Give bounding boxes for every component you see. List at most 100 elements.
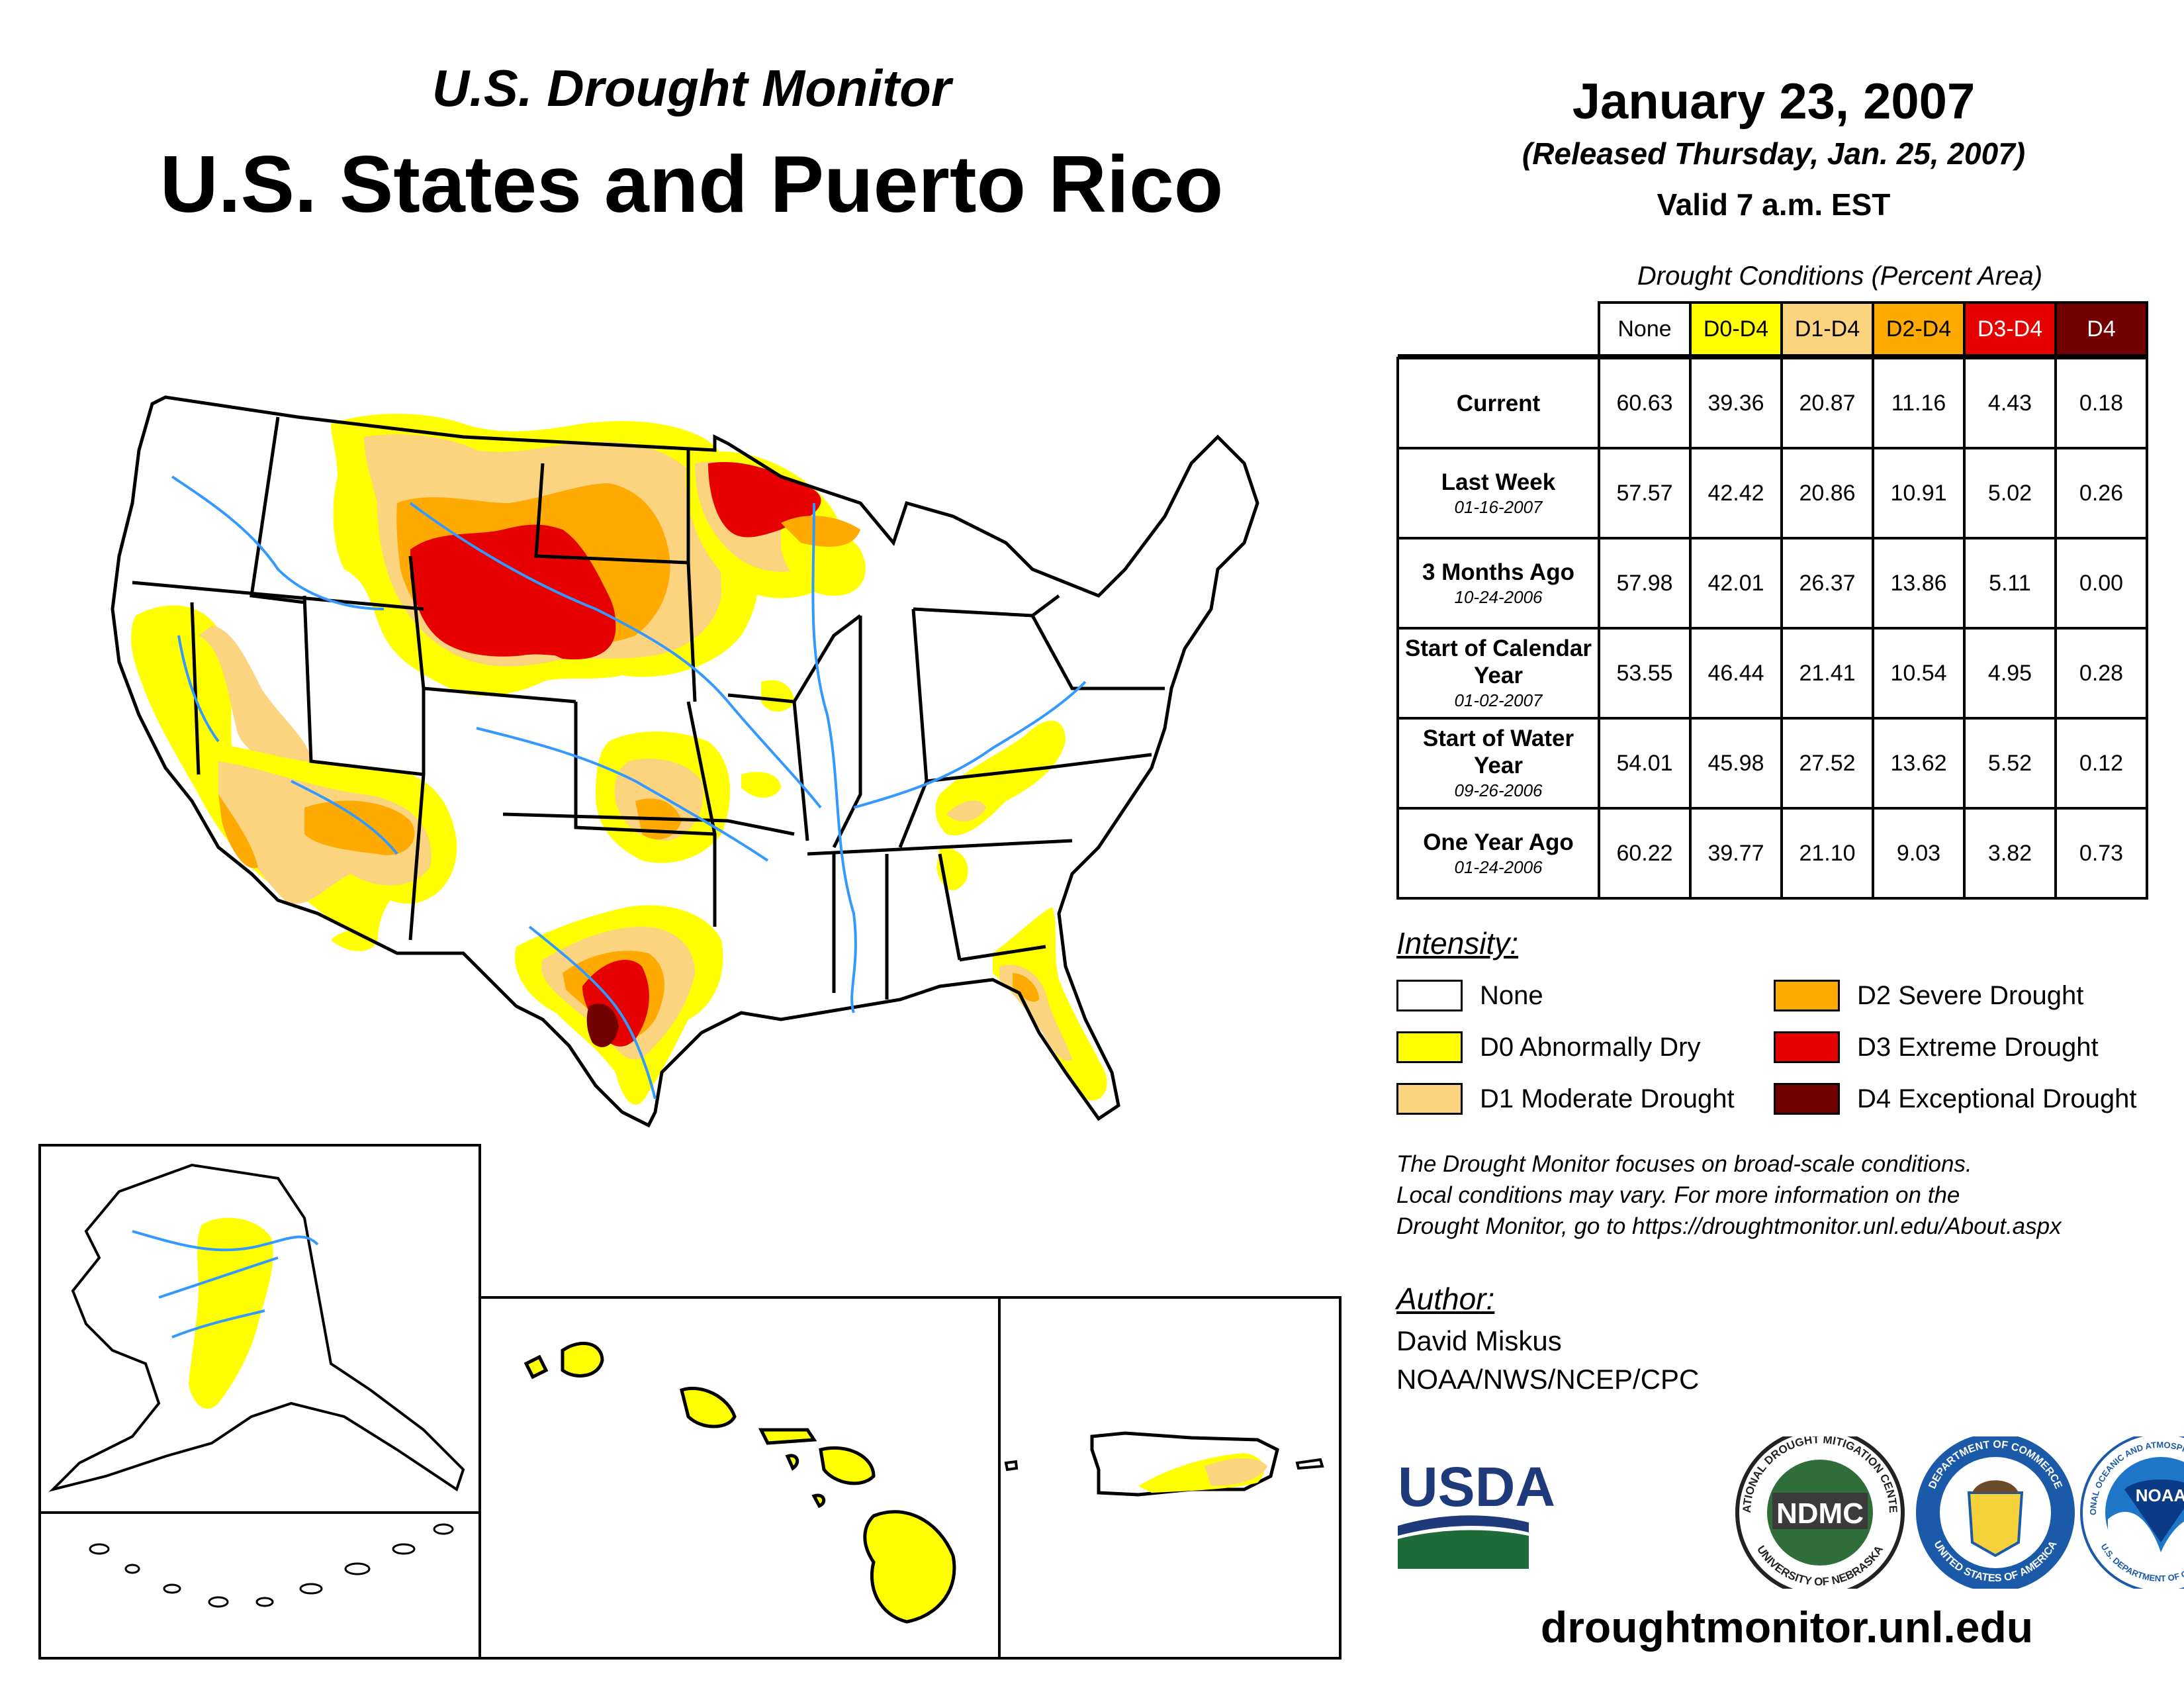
table-cell: 5.52 — [1963, 717, 2057, 810]
legend-item-none: None — [1396, 980, 1543, 1011]
conus-state-boundaries — [111, 395, 1259, 1128]
table-header-row: None D0-D4 D1-D4 D2-D4 D3-D4 D4 — [1398, 301, 2148, 357]
table-cell: 57.57 — [1598, 447, 1692, 539]
row-label-text: Start of Water Year — [1422, 726, 1574, 778]
table-cell: 57.98 — [1598, 537, 1692, 630]
table-cell: 0.26 — [2054, 447, 2148, 539]
southeast-d0 — [993, 907, 1107, 1101]
table-cell: 0.12 — [2054, 717, 2148, 810]
table-row: One Year Ago 01-24-2006 60.22 39.77 21.10 9.0… — [1396, 807, 2148, 900]
col-header-d0-d4: D0-D4 — [1689, 301, 1783, 357]
website-link[interactable]: droughtmonitor.unl.edu — [1540, 1603, 2034, 1652]
usda-text: USDA — [1398, 1456, 1555, 1518]
table-cell: 5.02 — [1963, 447, 2057, 539]
table-row: Current 60.63 39.36 20.87 11.16 4.43 0.18 — [1396, 357, 2148, 449]
maui-island — [819, 1446, 876, 1485]
row-label-text: One Year Ago — [1423, 829, 1574, 855]
table-cell: 42.01 — [1689, 537, 1783, 630]
kauai-island — [561, 1341, 604, 1378]
table-cell: 60.22 — [1598, 807, 1692, 900]
table-cell: 54.01 — [1598, 717, 1692, 810]
table-cell: 10.91 — [1872, 447, 1966, 539]
table-cell: 60.63 — [1598, 357, 1692, 449]
oahu-island — [680, 1386, 737, 1429]
col-header-d1-d4: D1-D4 — [1780, 301, 1874, 357]
row-date: 01-02-2007 — [1454, 690, 1543, 710]
row-label-text: Current — [1456, 390, 1541, 416]
legend-swatch — [1396, 980, 1463, 1011]
table-caption: Drought Conditions (Percent Area) — [1637, 261, 2043, 291]
legend-label: None — [1480, 980, 1543, 1010]
legend-item-d2: D2 Severe Drought — [1774, 980, 2083, 1011]
legend-item-d4: D4 Exceptional Drought — [1774, 1083, 2136, 1115]
table-cell: 21.41 — [1780, 627, 1874, 720]
table-cell: 9.03 — [1872, 807, 1966, 900]
table-cell: 39.36 — [1689, 357, 1783, 449]
table-cell: 4.95 — [1963, 627, 2057, 720]
col-header-d2-d4: D2-D4 — [1872, 301, 1966, 357]
legend-item-d1: D1 Moderate Drought — [1396, 1083, 1735, 1115]
table-cell: 0.00 — [2054, 537, 2148, 630]
map-date: January 23, 2007 — [1572, 73, 1976, 130]
valid-time: Valid 7 a.m. EST — [1657, 187, 1891, 222]
table-cell: 39.77 — [1689, 807, 1783, 900]
legend-swatch — [1396, 1083, 1463, 1115]
rivers — [171, 475, 1087, 1100]
row-label-text: Start of Calendar Year — [1405, 635, 1592, 688]
col-header-none: None — [1598, 301, 1692, 357]
table-cell: 13.86 — [1872, 537, 1966, 630]
ndmc-text: NDMC — [1776, 1497, 1864, 1530]
table-row: Last Week 01-16-2007 57.57 42.42 20.86 10.91 5… — [1396, 447, 2148, 539]
author-heading: Author: — [1396, 1282, 1495, 1316]
disclaimer-note: The Drought Monitor focuses on broad-sca… — [1396, 1149, 2177, 1242]
map-subtitle: U.S. Drought Monitor — [432, 59, 952, 117]
alaska-map — [48, 1163, 465, 1492]
note-line: The Drought Monitor focuses on broad-sca… — [1396, 1151, 1972, 1177]
legend-title: Intensity: — [1396, 926, 1519, 961]
big-island — [863, 1510, 956, 1624]
row-label: Last Week 01-16-2007 — [1396, 447, 1600, 539]
drought-conditions-table: None D0-D4 D1-D4 D2-D4 D3-D4 D4 Current 6… — [1396, 301, 2148, 900]
note-line: Drought Monitor, go to https://droughtmo… — [1396, 1213, 2062, 1239]
row-date: 10-24-2006 — [1454, 586, 1543, 607]
noaa-text: NOAA — [2136, 1485, 2184, 1505]
map-title: U.S. States and Puerto Rico — [159, 139, 1224, 229]
table-cell: 46.44 — [1689, 627, 1783, 720]
row-date: 09-26-2006 — [1454, 780, 1543, 800]
row-date: 01-16-2007 — [1454, 496, 1543, 517]
commerce-seal-logo: DEPARTMENT OF COMMERCE UNITED STATES OF … — [1916, 1436, 2075, 1589]
aleutian-islands — [89, 1523, 454, 1608]
legend-swatch — [1774, 1083, 1840, 1115]
conus-drought-areas — [131, 414, 1107, 1105]
aleutian-inset-frame — [38, 1511, 481, 1660]
row-label-text: 3 Months Ago — [1422, 559, 1575, 585]
table-cell: 26.37 — [1780, 537, 1874, 630]
col-header-d3-d4: D3-D4 — [1963, 301, 2057, 357]
table-cell: 4.43 — [1963, 357, 2057, 449]
legend-label: D0 Abnormally Dry — [1480, 1032, 1701, 1062]
table-cell: 0.28 — [2054, 627, 2148, 720]
author-organization: NOAA/NWS/NCEP/CPC — [1396, 1364, 1700, 1395]
table-cell: 11.16 — [1872, 357, 1966, 449]
col-header-d4: D4 — [2054, 301, 2148, 357]
legend-label: D4 Exceptional Drought — [1857, 1084, 2137, 1113]
table-cell: 53.55 — [1598, 627, 1692, 720]
legend-swatch — [1774, 1031, 1840, 1063]
legend-item-d3: D3 Extreme Drought — [1774, 1031, 2099, 1063]
legend-swatch — [1774, 980, 1840, 1011]
table-cell: 20.86 — [1780, 447, 1874, 539]
row-label: Start of Calendar Year 01-02-2007 — [1396, 627, 1600, 720]
note-line: Local conditions may vary. For more info… — [1396, 1182, 1960, 1208]
conus-outline — [111, 395, 1259, 1128]
table-row: Start of Water Year 09-26-2006 54.01 45.98 2… — [1396, 717, 2148, 810]
table-cell: 20.87 — [1780, 357, 1874, 449]
legend-label: D1 Moderate Drought — [1480, 1084, 1735, 1113]
usda-logo: USDA — [1398, 1456, 1555, 1569]
legend-label: D2 Severe Drought — [1857, 980, 2084, 1010]
table-cell: 0.18 — [2054, 357, 2148, 449]
legend-label: D3 Extreme Drought — [1857, 1032, 2099, 1062]
table-cell: 21.10 — [1780, 807, 1874, 900]
hawaii-map — [523, 1341, 956, 1624]
table-cell: 10.54 — [1872, 627, 1966, 720]
author-name: David Miskus — [1396, 1325, 1562, 1356]
